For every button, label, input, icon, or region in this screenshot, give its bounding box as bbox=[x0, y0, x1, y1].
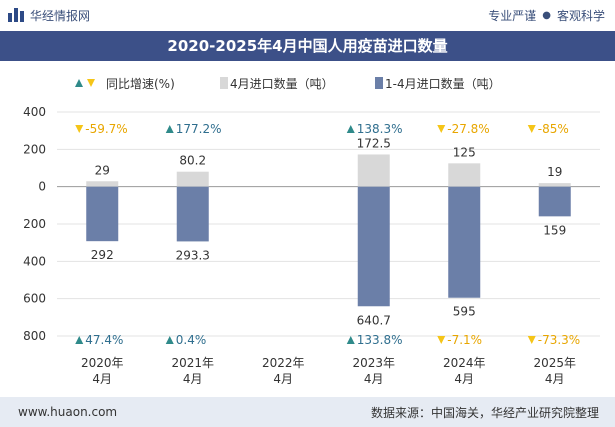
y-tick-label: 600 bbox=[23, 292, 46, 306]
data-label-april: 125 bbox=[453, 145, 476, 159]
chart-title: 2020-2025年4月中国人用疫苗进口数量 bbox=[0, 31, 615, 61]
brand-logo-icon bbox=[8, 8, 24, 22]
data-label-april: 19 bbox=[547, 165, 562, 179]
growth-april-label: -85% bbox=[538, 122, 569, 136]
chart-area: 同比增速(%) 4月进口数量（吨） 1-4月进口数量（吨） 400 200 0 200 400… bbox=[0, 61, 615, 398]
y-tick-label: 400 bbox=[23, 254, 46, 268]
growth-up-arrow-icon bbox=[346, 336, 355, 344]
x-tick-label-month: 4月 bbox=[454, 372, 474, 386]
data-label-ytd: 293.3 bbox=[176, 248, 210, 262]
y-tick-label: 0 bbox=[38, 180, 46, 194]
growth-down-arrow-icon bbox=[527, 125, 536, 133]
slogan: 专业严谨 ● 客观科学 bbox=[488, 7, 605, 24]
top-bar: 华经情报网 专业严谨 ● 客观科学 bbox=[0, 0, 615, 30]
bar-ytd bbox=[448, 186, 481, 298]
growth-ytd-label: 47.4% bbox=[85, 333, 123, 347]
data-label-ytd: 640.7 bbox=[357, 313, 391, 327]
x-tick-label-month: 4月 bbox=[273, 372, 293, 386]
growth-up-arrow-icon bbox=[346, 125, 355, 133]
legend-ytd-swatch bbox=[375, 77, 383, 89]
legend-growth-label: 同比增速(%) bbox=[106, 77, 175, 91]
growth-ytd-label: 133.8% bbox=[357, 333, 403, 347]
growth-april-label: -27.8% bbox=[447, 122, 489, 136]
legend-april-label: 4月进口数量（吨） bbox=[230, 76, 334, 91]
growth-up-arrow-icon bbox=[75, 336, 84, 344]
legend-growth-down-icon bbox=[87, 79, 95, 87]
x-tick-label-month: 4月 bbox=[92, 372, 112, 386]
brand: 华经情报网 bbox=[8, 7, 90, 24]
growth-down-arrow-icon bbox=[527, 336, 536, 344]
x-tick-label-year: 2020年 bbox=[81, 356, 124, 370]
footer-source: 数据来源：中国海关，华经产业研究院整理 bbox=[370, 405, 599, 420]
bar-april bbox=[357, 154, 390, 187]
footer: www.huaon.com 数据来源：中国海关，华经产业研究院整理 bbox=[0, 397, 615, 427]
y-tick-label: 400 bbox=[23, 105, 46, 119]
growth-down-arrow-icon bbox=[75, 125, 84, 133]
y-tick-label: 800 bbox=[23, 329, 46, 343]
bar-april bbox=[448, 163, 481, 187]
x-tick-label-year: 2024年 bbox=[443, 356, 486, 370]
x-tick-label-year: 2022年 bbox=[262, 356, 305, 370]
x-tick-label-year: 2025年 bbox=[533, 356, 576, 370]
chart-svg: 同比增速(%) 4月进口数量（吨） 1-4月进口数量（吨） 400 200 0 200 400… bbox=[23, 76, 600, 386]
x-tick-label-year: 2021年 bbox=[171, 356, 214, 370]
growth-up-arrow-icon bbox=[165, 336, 174, 344]
bar-ytd bbox=[538, 186, 571, 217]
legend-april-swatch bbox=[220, 77, 228, 89]
data-label-april: 172.5 bbox=[357, 136, 391, 150]
growth-down-arrow-icon bbox=[437, 336, 446, 344]
growth-april-label: 138.3% bbox=[357, 122, 403, 136]
x-tick-label-year: 2023年 bbox=[352, 356, 395, 370]
bar-ytd bbox=[357, 186, 390, 307]
slogan-right: 客观科学 bbox=[556, 8, 605, 23]
growth-ytd-label: 0.4% bbox=[176, 333, 207, 347]
growth-down-arrow-icon bbox=[437, 125, 446, 133]
x-tick-label-month: 4月 bbox=[545, 372, 565, 386]
growth-ytd-label: -73.3% bbox=[538, 333, 580, 347]
slogan-separator: ● bbox=[542, 9, 551, 21]
bar-april bbox=[86, 181, 119, 187]
growth-ytd-label: -7.1% bbox=[447, 333, 482, 347]
x-tick-label-month: 4月 bbox=[183, 372, 203, 386]
footer-website: www.huaon.com bbox=[18, 405, 118, 419]
bar-april bbox=[538, 183, 571, 187]
bar-ytd bbox=[86, 186, 119, 242]
y-tick-label: 200 bbox=[23, 217, 46, 231]
growth-april-label: 177.2% bbox=[176, 122, 222, 136]
legend-growth-up-icon bbox=[75, 79, 83, 87]
data-label-ytd: 292 bbox=[91, 248, 114, 262]
data-label-ytd: 159 bbox=[543, 223, 566, 237]
growth-up-arrow-icon bbox=[165, 125, 174, 133]
x-tick-label-month: 4月 bbox=[364, 372, 384, 386]
legend-ytd-label: 1-4月进口数量（吨） bbox=[385, 76, 501, 91]
data-label-ytd: 595 bbox=[453, 305, 476, 319]
data-label-april: 29 bbox=[95, 163, 110, 177]
data-label-april: 80.2 bbox=[179, 154, 206, 168]
growth-april-label: -59.7% bbox=[85, 122, 127, 136]
brand-name: 华经情报网 bbox=[30, 8, 91, 23]
bar-ytd bbox=[176, 186, 209, 242]
bar-april bbox=[176, 171, 209, 187]
slogan-left: 专业严谨 bbox=[488, 8, 537, 23]
y-tick-label: 200 bbox=[23, 142, 46, 156]
